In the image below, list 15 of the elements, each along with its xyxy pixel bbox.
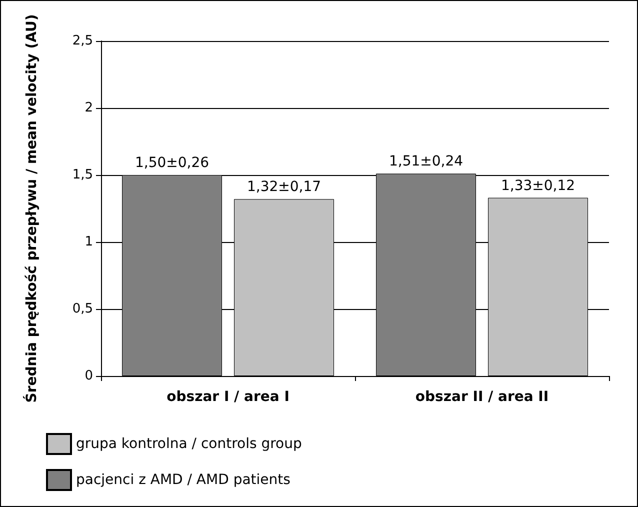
- y-tick-label: 2: [84, 100, 93, 116]
- legend-label: pacjenci z AMD / AMD patients: [76, 472, 290, 488]
- x-tick-label: obszar I / area I: [166, 389, 290, 405]
- data-label: 1,33±0,12: [500, 178, 576, 194]
- y-tick-label: 2,5: [72, 34, 93, 48]
- y-axis-title: Średnia prędkość przepływu / mean velocity (AU): [23, 14, 40, 403]
- y-tick-label: 0: [84, 368, 93, 384]
- data-label: 1,51±0,24: [388, 154, 464, 170]
- data-label: 1,32±0,17: [246, 179, 322, 196]
- legend-label: grupa kontrolna / controls group: [76, 436, 302, 452]
- x-tick-label: obszar II / area II: [415, 389, 549, 405]
- y-tick-label: 0,5: [72, 302, 93, 316]
- y-tick-label: 1: [84, 234, 93, 250]
- data-label: 1,50±0,26: [134, 155, 210, 171]
- y-tick-label: 1,5: [72, 168, 93, 182]
